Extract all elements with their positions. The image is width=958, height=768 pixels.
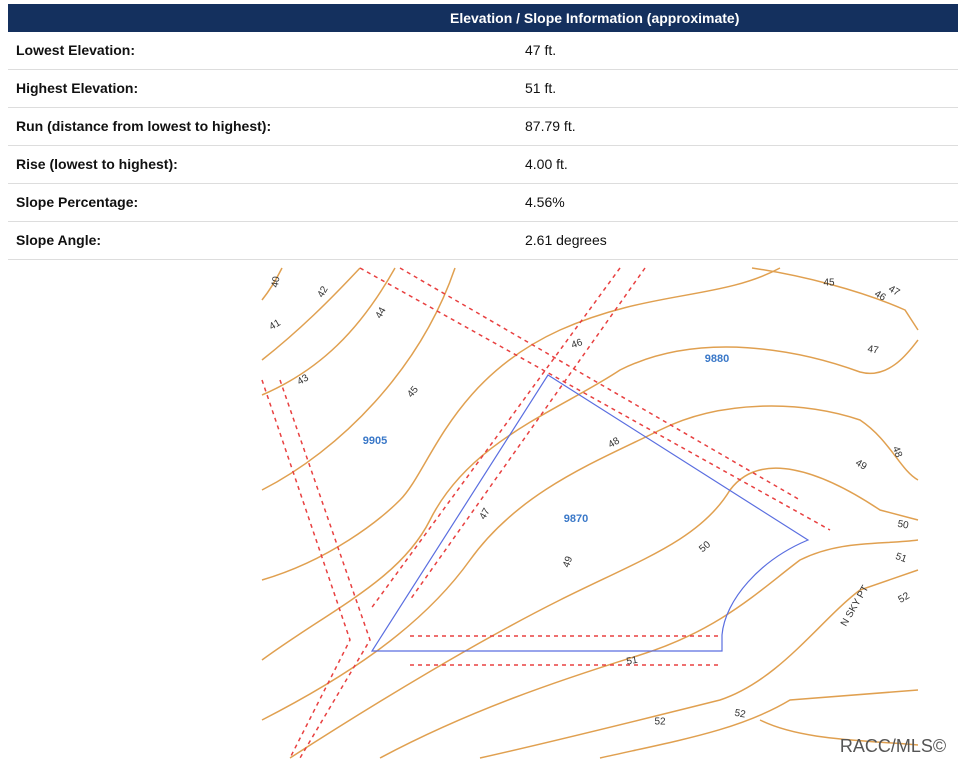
row-value: 4.56% bbox=[525, 194, 565, 210]
contour-label: 42 bbox=[316, 284, 331, 300]
parcel-label: 9870 bbox=[564, 513, 588, 525]
row-label: Slope Angle: bbox=[16, 232, 102, 248]
subject-parcel bbox=[370, 374, 810, 652]
contour-label: 43 bbox=[296, 372, 312, 387]
parcel-lines bbox=[261, 267, 831, 759]
contour-label: 49 bbox=[561, 555, 575, 570]
contour-label: 47 bbox=[867, 344, 880, 357]
table-header: Elevation / Slope Information (approxima… bbox=[8, 4, 958, 32]
table-row: Slope Percentage: 4.56% bbox=[8, 184, 958, 222]
contour-label: 40 bbox=[270, 275, 283, 288]
row-label: Lowest Elevation: bbox=[16, 42, 136, 58]
parcel-label: 9905 bbox=[363, 435, 387, 447]
row-value: 4.00 ft. bbox=[525, 156, 568, 172]
contour-label: 52 bbox=[734, 708, 747, 721]
contour-label: 48 bbox=[607, 435, 623, 450]
contour-label: 45 bbox=[823, 278, 835, 289]
row-value: 51 ft. bbox=[525, 80, 557, 96]
contour-label: 46 bbox=[570, 337, 585, 351]
contour-label: 52 bbox=[654, 717, 666, 728]
row-label: Run (distance from lowest to highest): bbox=[16, 118, 272, 134]
header-title: Elevation / Slope Information (approxima… bbox=[450, 10, 740, 26]
table-row: Highest Elevation: 51 ft. bbox=[8, 70, 958, 108]
table-row: Run (distance from lowest to highest): 87… bbox=[8, 108, 958, 146]
contour-label: 52 bbox=[897, 590, 913, 605]
table-row: Slope Angle: 2.61 degrees bbox=[8, 222, 958, 260]
row-value: 2.61 degrees bbox=[525, 232, 607, 248]
contour-label: 50 bbox=[897, 519, 910, 532]
watermark: RACC/MLS© bbox=[840, 736, 946, 756]
contour-label: 49 bbox=[853, 458, 869, 473]
parcel-label: 9880 bbox=[705, 353, 729, 365]
contour-label: 46 bbox=[872, 289, 888, 304]
contour-label: 47 bbox=[886, 284, 902, 299]
contour-label: 51 bbox=[894, 551, 909, 565]
row-value: 87.79 ft. bbox=[525, 118, 576, 134]
contour-label: 47 bbox=[478, 506, 493, 522]
map-bg bbox=[262, 264, 918, 759]
table-row: Rise (lowest to highest): 4.00 ft. bbox=[8, 146, 958, 184]
contour-label: 44 bbox=[374, 305, 389, 321]
row-label: Slope Percentage: bbox=[16, 194, 139, 210]
contour-label: 48 bbox=[890, 445, 904, 460]
contour-label: 51 bbox=[626, 655, 639, 668]
contour-label: 41 bbox=[268, 317, 284, 332]
table-row: Lowest Elevation: 47 ft. bbox=[8, 32, 958, 70]
contours bbox=[261, 267, 919, 759]
row-label: Highest Elevation: bbox=[16, 80, 139, 96]
row-value: 47 ft. bbox=[525, 42, 557, 58]
row-label: Rise (lowest to highest): bbox=[16, 156, 178, 172]
